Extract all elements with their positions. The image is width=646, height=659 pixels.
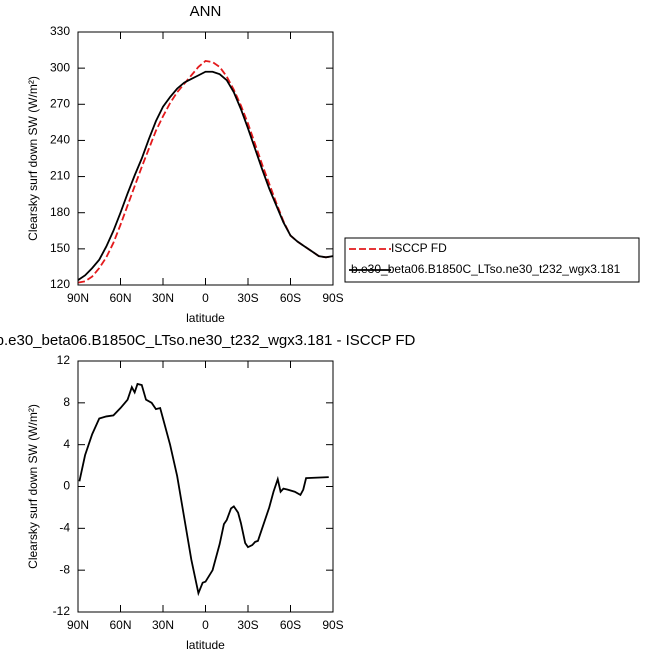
x-tick-label: 90S [322, 291, 343, 305]
x-tick-label: 60S [280, 618, 301, 632]
y-tick-label: 120 [50, 277, 70, 291]
x-axis-label: latitude [186, 311, 225, 325]
y-tick-label: 270 [50, 96, 70, 110]
legend-label: b.e30_beta06.B1850C_LTso.ne30_t232_wgx3.… [351, 262, 621, 276]
legend-label: ISCCP FD [391, 241, 447, 255]
legend-box [344, 237, 640, 283]
y-tick-label: 300 [50, 60, 70, 74]
x-axis-label: latitude [186, 638, 225, 652]
y-tick-label: -8 [59, 562, 70, 576]
x-tick-label: 90N [67, 291, 89, 305]
y-tick-label: 240 [50, 133, 70, 147]
x-tick-label: 60S [280, 291, 301, 305]
x-tick-label: 90S [322, 618, 343, 632]
y-axis-label: Clearsky surf down SW (W/m²) [26, 404, 40, 569]
y-tick-label: -4 [59, 521, 70, 535]
y-tick-label: 330 [50, 24, 70, 38]
x-tick-label: 0 [202, 291, 209, 305]
y-axis-label: Clearsky surf down SW (W/m²) [26, 76, 40, 241]
x-tick-label: 30N [152, 618, 174, 632]
data-line [78, 382, 329, 597]
y-tick-label: 12 [57, 353, 71, 367]
y-tick-label: 150 [50, 241, 70, 255]
x-tick-label: 0 [202, 618, 209, 632]
x-tick-label: 90N [67, 618, 89, 632]
y-tick-label: 4 [63, 437, 70, 451]
x-tick-label: 60N [109, 618, 131, 632]
y-tick-label: 210 [50, 169, 70, 183]
y-tick-label: 8 [63, 395, 70, 409]
y-tick-label: 0 [63, 479, 70, 493]
y-tick-label: 180 [50, 205, 70, 219]
chart-title: b.e30_beta06.B1850C_LTso.ne30_t232_wgx3.… [0, 332, 416, 349]
y-tick-label: -12 [53, 604, 71, 618]
x-tick-label: 60N [109, 291, 131, 305]
x-tick-label: 30N [152, 291, 174, 305]
plot-frame [77, 360, 334, 613]
x-tick-label: 30S [237, 291, 258, 305]
x-tick-label: 30S [237, 618, 258, 632]
chart-title: ANN [190, 3, 222, 20]
data-line [77, 59, 334, 284]
data-line [77, 70, 334, 281]
plot-frame [77, 31, 334, 286]
